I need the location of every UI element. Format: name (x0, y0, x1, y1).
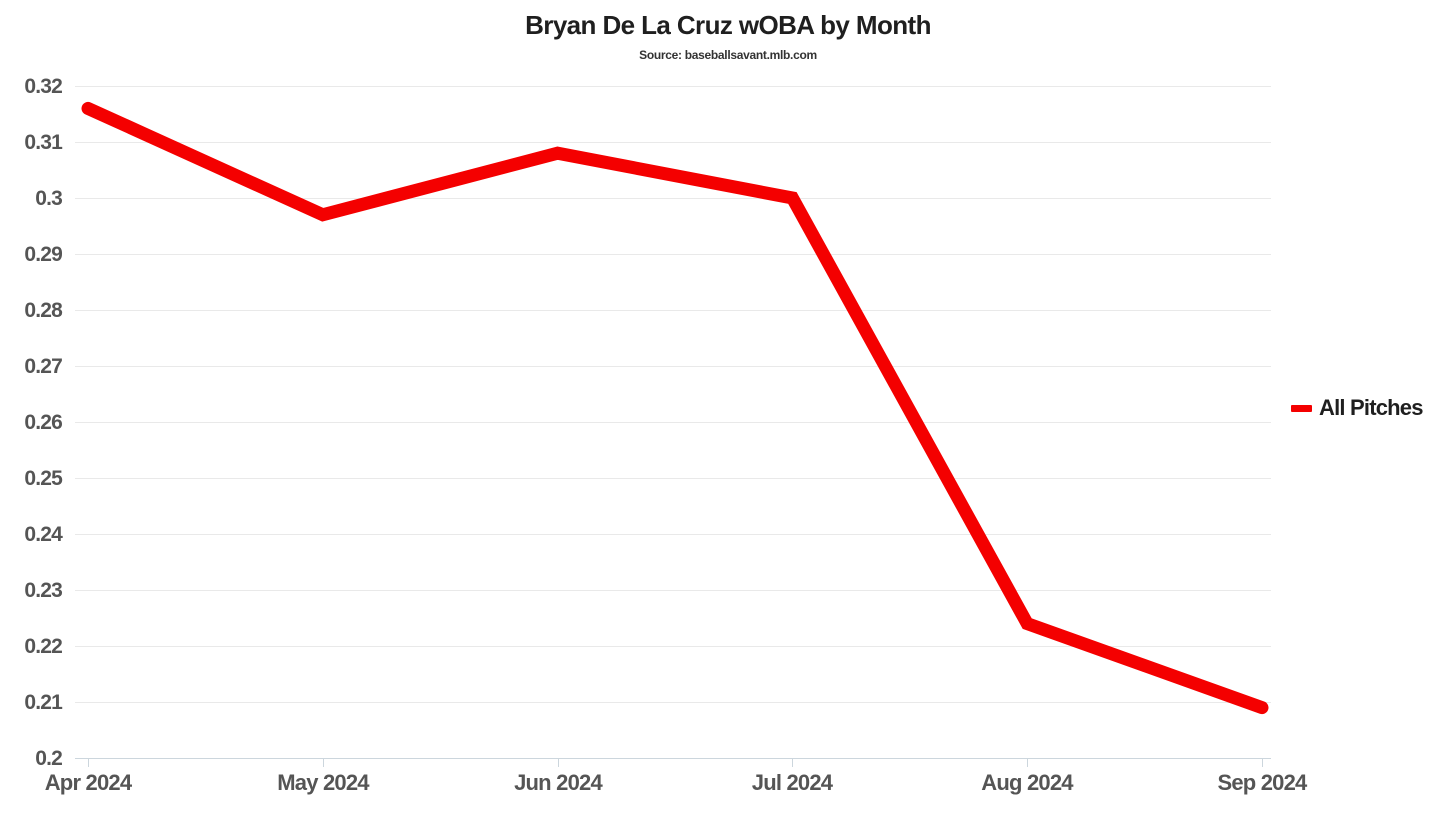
y-axis-label: 0.21 (24, 691, 62, 714)
y-axis-label: 0.25 (24, 467, 62, 490)
chart-subtitle: Source: baseballsavant.mlb.com (639, 48, 817, 62)
gridline (75, 142, 1271, 143)
x-axis-label: May 2024 (277, 770, 369, 795)
gridline (75, 366, 1271, 367)
gridline (75, 478, 1271, 479)
legend-swatch-all-pitches (1291, 404, 1312, 412)
gridline (75, 702, 1271, 703)
x-axis-tick (88, 758, 89, 767)
y-axis-label: 0.23 (24, 579, 62, 602)
legend-label-all-pitches: All Pitches (1319, 395, 1423, 420)
legend: All Pitches (1291, 397, 1423, 419)
x-axis-label: Sep 2024 (1217, 770, 1307, 795)
x-axis-label: Jun 2024 (514, 770, 603, 795)
y-axis-label: 0.28 (24, 299, 62, 322)
x-axis-line (75, 758, 1271, 759)
x-axis-label: Jul 2024 (751, 770, 833, 795)
x-axis-label: Apr 2024 (44, 770, 132, 795)
gridline (75, 590, 1271, 591)
x-axis-tick (1262, 758, 1263, 767)
x-axis-tick (1027, 758, 1028, 767)
x-axis-tick (558, 758, 559, 767)
y-axis-label: 0.29 (24, 243, 62, 266)
y-axis-label: 0.24 (24, 523, 62, 546)
y-axis-label: 0.2 (35, 747, 63, 770)
x-axis-tick (323, 758, 324, 767)
y-axis-label: 0.32 (24, 75, 62, 98)
gridline (75, 646, 1271, 647)
gridline (75, 422, 1271, 423)
x-axis-tick (792, 758, 793, 767)
y-axis-label: 0.26 (24, 411, 62, 434)
chart-title: Bryan De La Cruz wOBA by Month (525, 10, 931, 40)
gridline (75, 198, 1271, 199)
gridline (75, 86, 1271, 87)
x-axis-label: Aug 2024 (981, 770, 1073, 795)
y-axis-label: 0.3 (35, 187, 63, 210)
y-axis-label: 0.22 (24, 635, 62, 658)
y-axis-label: 0.31 (24, 131, 62, 154)
gridline (75, 254, 1271, 255)
y-axis-label: 0.27 (24, 355, 62, 378)
gridline (75, 534, 1271, 535)
gridline (75, 310, 1271, 311)
